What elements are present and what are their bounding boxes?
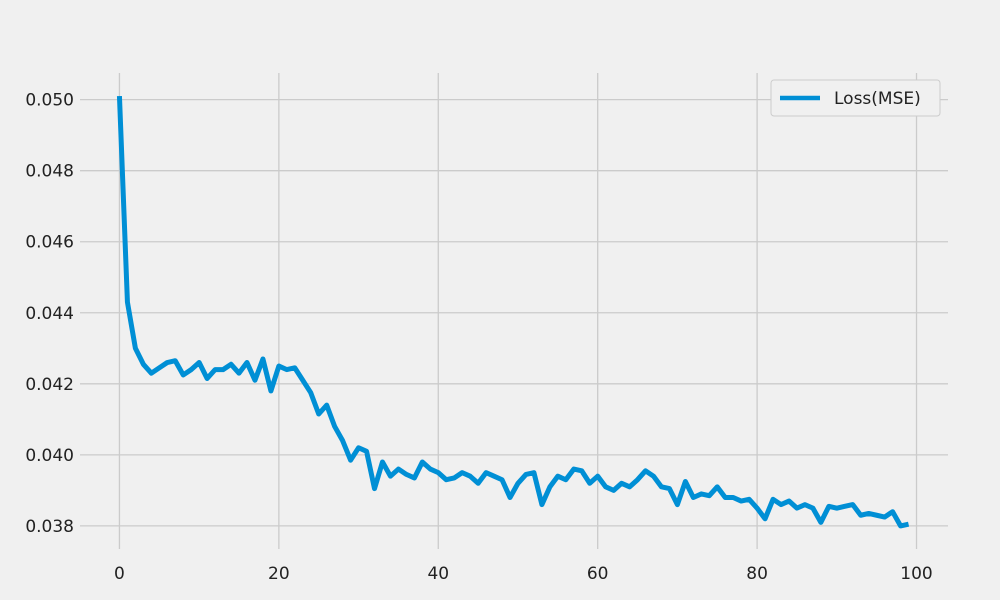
tick-labels: 0 20 40 60 80 100 0.038 0.040 0.042 0.044 0.046 0.0…: [25, 91, 932, 584]
grid: [80, 73, 948, 549]
series-layer: [116, 95, 910, 529]
x-tick-label: 100: [900, 564, 932, 584]
y-tick-label: 0.046: [25, 233, 74, 253]
y-tick-label: 0.040: [25, 446, 74, 466]
legend-box: [770, 79, 941, 117]
y-tick-label: 0.042: [25, 375, 74, 395]
series-line-loss-mse: [116, 95, 910, 529]
legend-label: Loss(MSE): [834, 89, 921, 109]
x-tick-label: 20: [268, 564, 290, 584]
x-tick-label: 80: [746, 564, 768, 584]
y-tick-label: 0.048: [25, 162, 74, 182]
legend: Loss(MSE): [770, 79, 941, 117]
x-tick-label: 60: [587, 564, 609, 584]
y-tick-label: 0.038: [25, 517, 74, 537]
x-tick-label: 40: [427, 564, 449, 584]
y-tick-label: 0.044: [25, 304, 74, 324]
y-tick-label: 0.050: [25, 91, 74, 111]
x-tick-label: 0: [114, 564, 125, 584]
